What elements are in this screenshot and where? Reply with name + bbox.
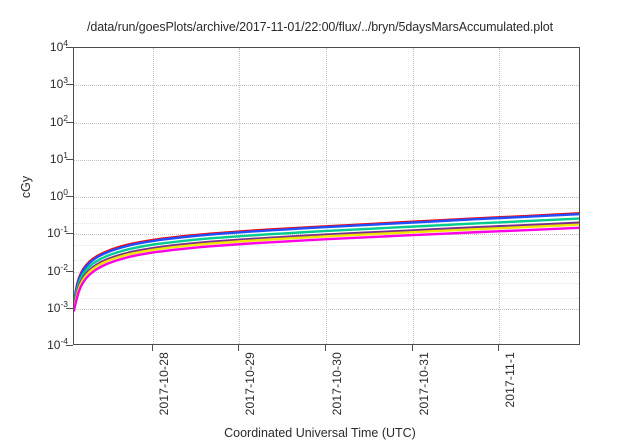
y-tick-mark xyxy=(66,158,73,160)
data-curve xyxy=(74,219,579,309)
vertical-gridline xyxy=(239,48,241,344)
y-tick-mark xyxy=(66,196,73,197)
y-tick-mark xyxy=(66,84,73,86)
x-tick-mark xyxy=(412,345,414,351)
x-tick-mark xyxy=(238,345,240,351)
x-tick-mark xyxy=(152,345,154,351)
vertical-gridline xyxy=(413,48,415,344)
x-tick-mark xyxy=(497,345,499,351)
vertical-gridline xyxy=(498,48,500,344)
x-axis-tick-labels: 2017-10-28 2017-10-29 2017-10-30 2017-10-31… xyxy=(73,352,580,432)
y-axis-tick-marks xyxy=(0,47,73,346)
y-tick-mark xyxy=(66,47,73,48)
y-tick-label: 10-3 xyxy=(47,298,68,315)
y-tick-label: 102 xyxy=(49,112,68,129)
vertical-gridline xyxy=(325,48,327,344)
x-tick-mark xyxy=(324,345,326,351)
y-tick-mark xyxy=(66,121,73,123)
x-tick-label: 2017-10-28 xyxy=(157,352,172,416)
y-tick-mark xyxy=(66,233,73,235)
y-axis-tick-labels: 104 103 102 101 100 10-1 10-2 10-3 10-4 xyxy=(6,39,68,352)
data-curve xyxy=(74,225,579,310)
chart-title: /data/run/goesPlots/archive/2017-11-01/2… xyxy=(86,20,554,34)
data-curve xyxy=(74,214,579,307)
y-tick-mark xyxy=(66,345,73,346)
data-curves xyxy=(74,48,579,344)
plot-area xyxy=(73,47,580,345)
y-tick-label: 10-1 xyxy=(47,224,68,241)
x-tick-label: 2017-10-31 xyxy=(417,352,432,416)
y-axis-label: cGy xyxy=(19,175,33,199)
y-tick-mark xyxy=(66,307,73,309)
y-tick-label: 101 xyxy=(49,149,68,166)
y-tick-label: 103 xyxy=(49,75,68,92)
x-tick-label: 2017-11-1 xyxy=(502,352,517,408)
vertical-gridline xyxy=(153,48,155,344)
x-axis-tick-marks xyxy=(73,345,580,353)
y-tick-label: 10-4 xyxy=(47,336,68,352)
y-tick-label: 10-2 xyxy=(47,261,68,278)
x-tick-label: 2017-10-30 xyxy=(329,352,344,416)
y-tick-label: 104 xyxy=(49,38,68,54)
y-tick-label: 100 xyxy=(49,187,68,203)
y-tick-mark xyxy=(66,270,73,272)
data-curve xyxy=(74,228,579,311)
x-tick-label: 2017-10-29 xyxy=(243,352,258,416)
x-axis-label: Coordinated Universal Time (UTC) xyxy=(224,426,416,440)
